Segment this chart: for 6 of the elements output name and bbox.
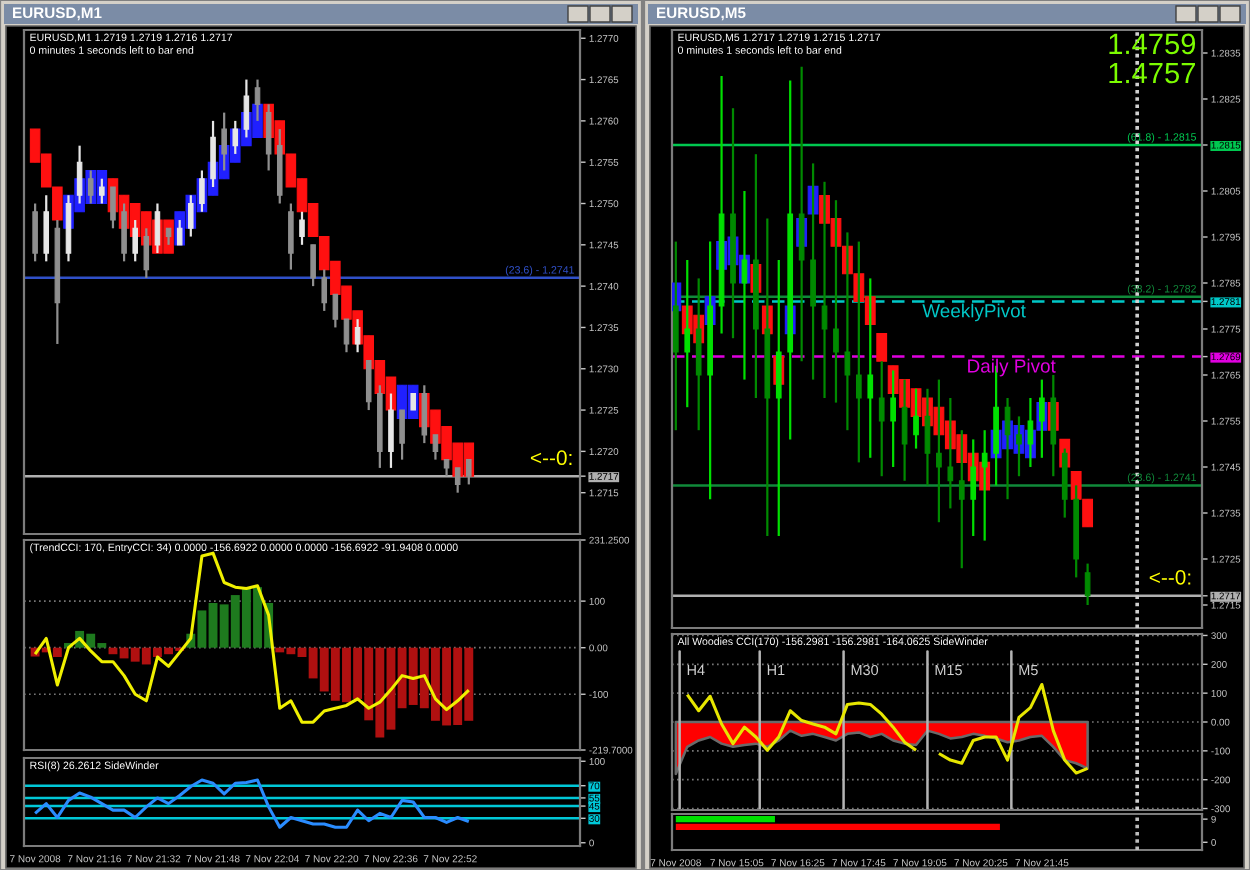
annotation: <--0: (530, 450, 572, 466)
annotation: 1.4759 (1109, 33, 1196, 55)
ref-line-label: Daily Pivot (968, 358, 1056, 377)
annotation: 1.4757 (1109, 63, 1195, 84)
ref-line-label: WeeklyPivot (922, 303, 1026, 322)
annotation: <--0: (1149, 569, 1191, 585)
